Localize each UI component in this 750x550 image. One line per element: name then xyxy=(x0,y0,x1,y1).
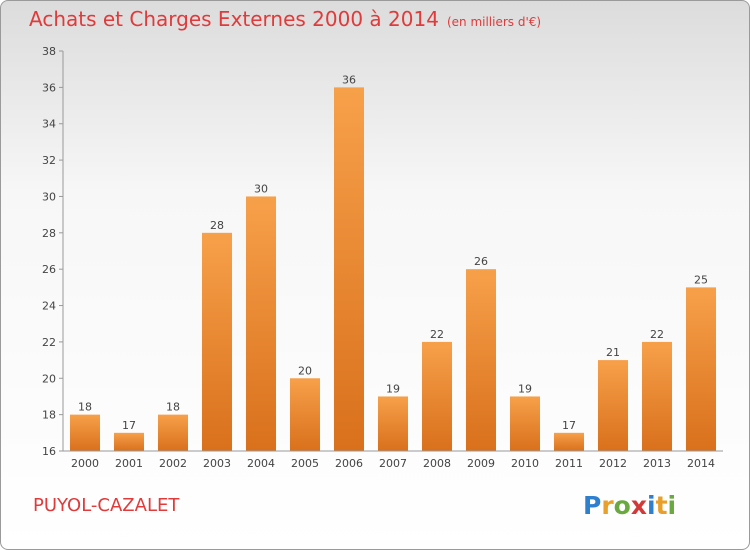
x-tick-label-2000: 2000 xyxy=(71,457,99,470)
proxiti-logo: Proxiti xyxy=(583,491,676,520)
y-tick-label: 18 xyxy=(42,409,56,422)
y-tick-label: 38 xyxy=(42,45,56,58)
chart-title-text: Achats et Charges Externes 2000 à 2014 xyxy=(29,7,439,31)
bars: 18 17 18 28 30 20 36 19 22 26 19 17 21 22 25 xyxy=(70,73,716,451)
data-label-2007: 19 xyxy=(386,382,400,395)
logo-letter: r xyxy=(601,491,614,520)
bar-2010 xyxy=(510,396,540,451)
logo-letter: i xyxy=(647,491,656,520)
x-tick-label-2011: 2011 xyxy=(555,457,583,470)
data-label-2003: 28 xyxy=(210,219,224,232)
logo-letter: i xyxy=(667,491,677,520)
bar-2007 xyxy=(378,396,408,451)
data-label-2004: 30 xyxy=(254,182,268,195)
bar-2009 xyxy=(466,269,496,451)
chart-title: Achats et Charges Externes 2000 à 2014 (e… xyxy=(29,7,541,31)
y-axis: 16 18 20 22 24 26 28 30 32 34 36 38 xyxy=(42,45,64,458)
x-tick-label-2012: 2012 xyxy=(599,457,627,470)
chart-subtitle: (en milliers d'€) xyxy=(446,15,542,29)
bar-2012 xyxy=(598,360,628,451)
x-tick-label-2009: 2009 xyxy=(467,457,495,470)
data-label-2005: 20 xyxy=(298,364,312,377)
y-tick-label: 26 xyxy=(42,263,56,276)
x-axis: 2000 2001 2002 2003 2004 2005 2006 2007 2008 2009… xyxy=(63,450,723,470)
data-label-2008: 22 xyxy=(430,328,444,341)
bar-2003 xyxy=(202,232,232,451)
x-tick-label-2014: 2014 xyxy=(687,457,715,470)
logo-letter: P xyxy=(583,491,602,520)
data-label-2010: 19 xyxy=(518,382,532,395)
x-tick-label-2005: 2005 xyxy=(291,457,319,470)
logo-letter: o xyxy=(613,491,631,520)
bar-2006 xyxy=(334,87,364,451)
commune-name: PUYOL-CAZALET xyxy=(33,495,180,516)
x-tick-label-2002: 2002 xyxy=(159,457,187,470)
x-tick-label-2013: 2013 xyxy=(643,457,671,470)
x-tick-label-2006: 2006 xyxy=(335,457,363,470)
bar-2008 xyxy=(422,341,452,451)
bar-2011 xyxy=(554,432,584,451)
bar-2014 xyxy=(686,287,716,451)
bar-2000 xyxy=(70,414,100,451)
x-tick-label-2001: 2001 xyxy=(115,457,143,470)
x-tick-label-2010: 2010 xyxy=(511,457,539,470)
bar-2002 xyxy=(158,414,188,451)
y-tick-label: 20 xyxy=(42,372,56,385)
y-tick-label: 36 xyxy=(42,81,56,94)
bar-2004 xyxy=(246,196,276,451)
x-tick-label-2003: 2003 xyxy=(203,457,231,470)
data-label-2006: 36 xyxy=(342,73,356,86)
data-label-2011: 17 xyxy=(562,419,576,432)
data-label-2002: 18 xyxy=(166,401,180,414)
y-tick-label: 32 xyxy=(42,154,56,167)
y-tick-label: 28 xyxy=(42,227,56,240)
y-tick-label: 16 xyxy=(42,445,56,458)
data-label-2009: 26 xyxy=(474,255,488,268)
y-tick-label: 24 xyxy=(42,300,56,313)
logo-letter: x xyxy=(630,491,647,520)
y-tick-label: 34 xyxy=(42,118,56,131)
data-label-2000: 18 xyxy=(78,401,92,414)
x-tick-label-2004: 2004 xyxy=(247,457,275,470)
x-tick-label-2007: 2007 xyxy=(379,457,407,470)
data-label-2013: 22 xyxy=(650,328,664,341)
bar-2001 xyxy=(114,432,144,451)
bar-2005 xyxy=(290,378,320,451)
data-label-2014: 25 xyxy=(694,273,708,286)
data-label-2001: 17 xyxy=(122,419,136,432)
y-tick-label: 22 xyxy=(42,336,56,349)
bar-2013 xyxy=(642,341,672,451)
y-tick-label: 30 xyxy=(42,190,56,203)
logo-letter: t xyxy=(655,491,668,520)
x-tick-label-2008: 2008 xyxy=(423,457,451,470)
data-label-2012: 21 xyxy=(606,346,620,359)
